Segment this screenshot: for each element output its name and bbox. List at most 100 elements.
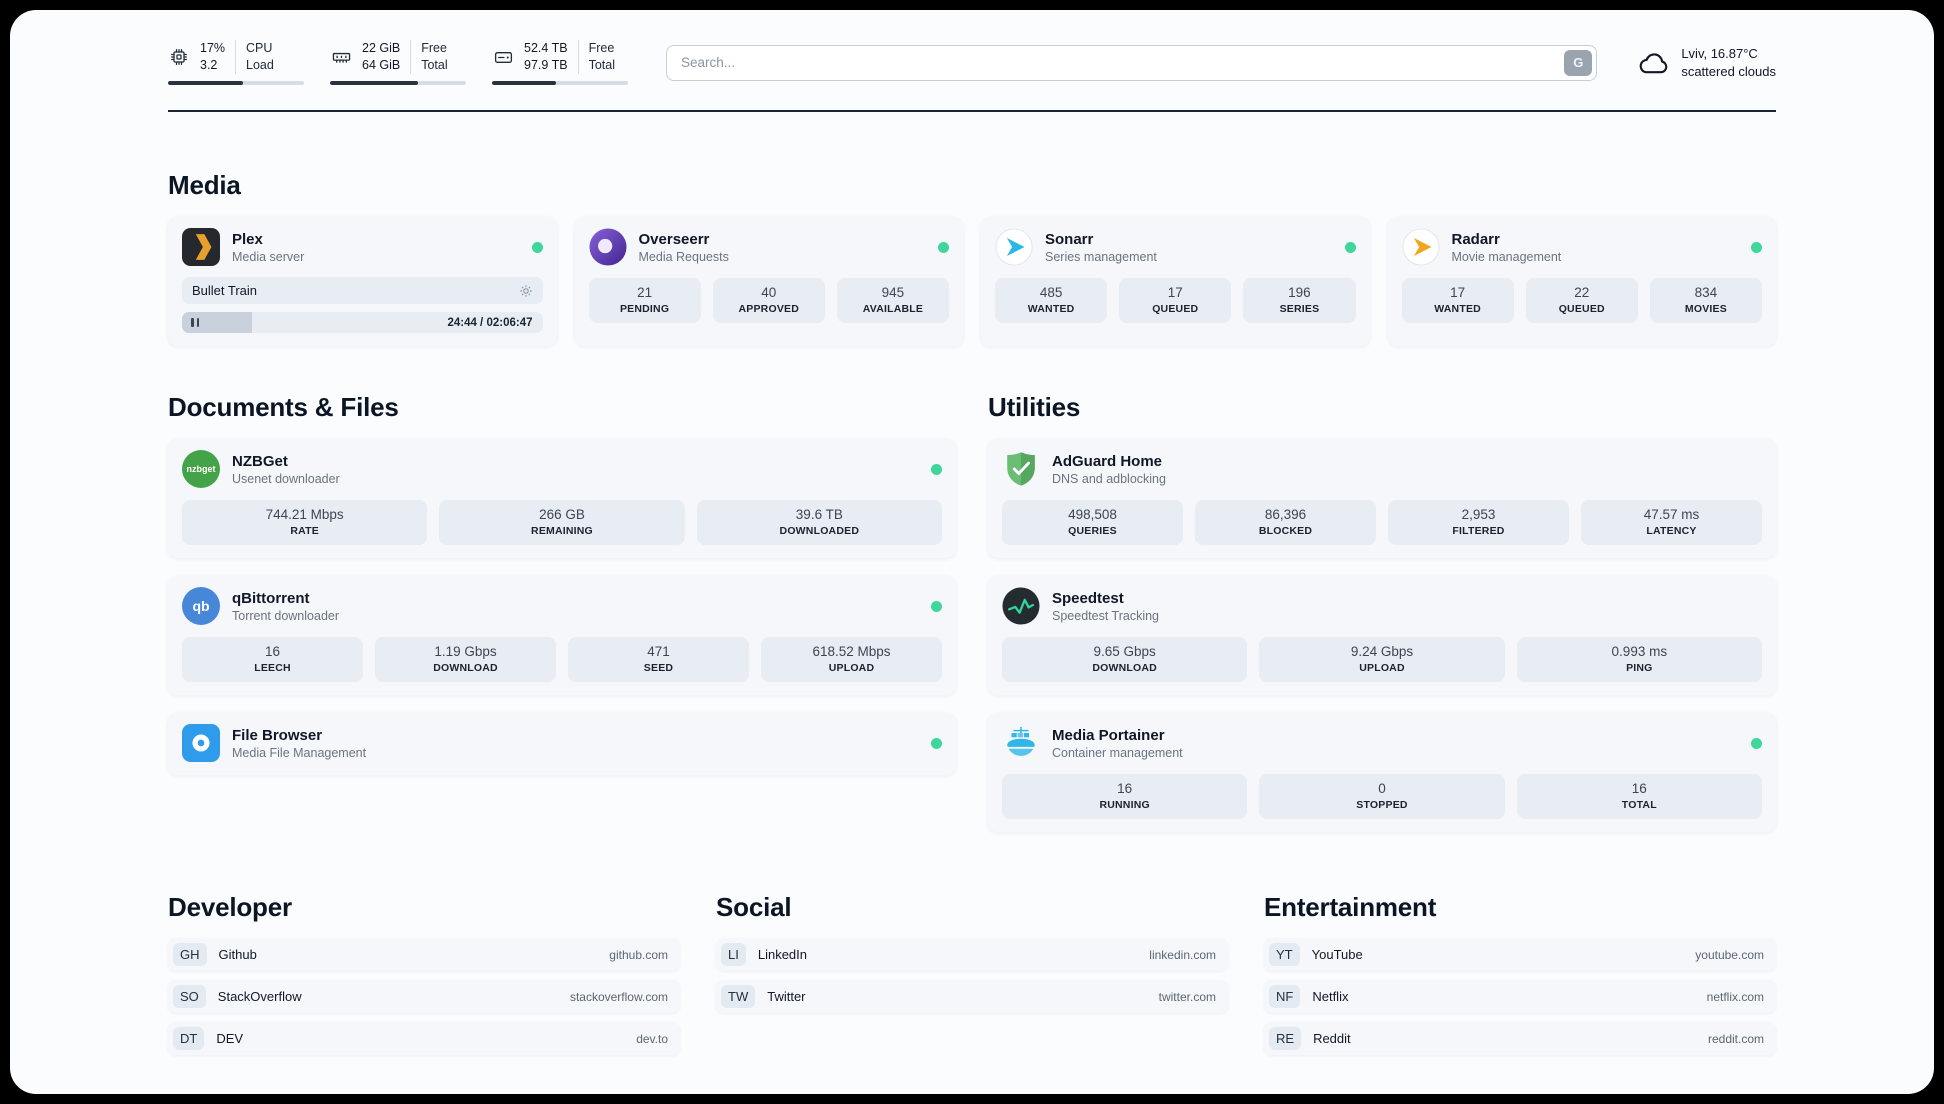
nzbget-card[interactable]: nzbget NZBGet Usenet downloader 744.21 M…: [168, 439, 956, 558]
sonarr-stat-wanted: 485 WANTED: [995, 278, 1108, 323]
bookmark-name: Netflix: [1312, 989, 1349, 1004]
portainer-status-dot: [1751, 737, 1762, 749]
radarr-stat-movies: 834 MOVIES: [1649, 278, 1763, 323]
radarr-card[interactable]: Radarr Movie management 17 WANTED 22 QUE…: [1387, 217, 1776, 346]
nzbget-title: NZBGet: [232, 452, 288, 470]
section-social: Social LI LinkedIn linkedin.com TW Twitt…: [716, 892, 1228, 1055]
cpu-progress-bar: [168, 81, 304, 85]
bookmark-abbr: GH: [173, 943, 207, 966]
nzbget-status-dot: [931, 463, 942, 475]
overseerr-card[interactable]: Overseerr Media Requests 21 PENDING 40 A…: [574, 217, 963, 346]
pause-icon[interactable]: [191, 318, 199, 327]
bookmark-github[interactable]: GH Github github.com: [168, 938, 680, 971]
plex-now-playing-title: Bullet Train: [192, 283, 258, 298]
plex-card[interactable]: Plex Media server Bullet Train: [168, 217, 557, 346]
bookmark-abbr: YT: [1269, 943, 1300, 966]
radarr-icon: [1401, 228, 1440, 266]
section-developer: Developer GH Github github.com SO StackO…: [168, 892, 680, 1055]
cpu-widget: 17% 3.2 CPU Load: [168, 40, 304, 85]
portainer-stat-running: 16 RUNNING: [1002, 774, 1248, 819]
sonarr-subtitle: Series management: [1045, 249, 1157, 264]
adguard-card[interactable]: AdGuard Home DNS and adblocking 498,508 …: [988, 439, 1776, 558]
section-documents: Documents & Files nzbget NZBGet Usenet d…: [168, 392, 956, 832]
filebrowser-card[interactable]: File Browser Media File Management: [168, 713, 956, 775]
overseerr-subtitle: Media Requests: [638, 249, 729, 264]
portainer-title: Media Portainer: [1052, 726, 1165, 744]
qbittorrent-status-dot: [931, 600, 942, 612]
gear-icon[interactable]: [519, 284, 533, 298]
qbittorrent-stat-seed: 471 SEED: [568, 637, 749, 682]
nzbget-subtitle: Usenet downloader: [232, 471, 340, 486]
plex-seek-fill: [182, 312, 253, 333]
developer-heading: Developer: [168, 892, 292, 922]
plex-subtitle: Media server: [232, 249, 305, 264]
qbittorrent-stat-upload: 618.52 Mbps UPLOAD: [761, 637, 942, 682]
speedtest-title: Speedtest: [1052, 589, 1124, 607]
adguard-stat-blocked: 86,396 BLOCKED: [1195, 500, 1376, 545]
plex-seek-bar[interactable]: 24:44 / 02:06:47: [182, 312, 543, 333]
cpu-progress-fill: [168, 81, 243, 85]
plex-now-playing: Bullet Train: [182, 277, 543, 304]
cloud-icon: [1635, 45, 1671, 81]
filebrowser-subtitle: Media File Management: [232, 745, 367, 760]
radarr-stat-queued: 22 QUEUED: [1525, 278, 1638, 323]
bookmark-url: dev.to: [636, 1031, 668, 1046]
disk-label-bottom: Total: [588, 58, 615, 72]
adguard-icon: [1002, 450, 1040, 488]
memory-label-bottom: Total: [421, 58, 448, 72]
bookmark-name: DEV: [216, 1031, 244, 1046]
qbittorrent-title: qBittorrent: [232, 589, 310, 607]
speedtest-stat-upload: 9.24 Gbps UPLOAD: [1259, 637, 1505, 682]
memory-widget: 22 GiB 64 GiB Free Total: [330, 40, 466, 85]
cpu-label-bottom: Load: [246, 58, 274, 72]
adguard-stat-latency: 47.57 ms LATENCY: [1581, 500, 1762, 545]
bookmark-name: YouTube: [1311, 947, 1363, 962]
radarr-subtitle: Movie management: [1451, 249, 1562, 264]
bookmark-stackoverflow[interactable]: SO StackOverflow stackoverflow.com: [168, 980, 680, 1013]
bookmark-dev[interactable]: DT DEV dev.to: [168, 1022, 680, 1055]
plex-title: Plex: [232, 230, 263, 248]
bookmark-name: LinkedIn: [757, 947, 807, 962]
cpu-label-top: CPU: [246, 41, 273, 55]
radarr-stat-wanted: 17 WANTED: [1401, 278, 1514, 323]
speedtest-card[interactable]: Speedtest Speedtest Tracking 9.65 Gbps D…: [988, 576, 1776, 695]
section-entertainment: Entertainment YT YouTube youtube.com NF …: [1264, 892, 1776, 1055]
documents-heading: Documents & Files: [168, 392, 399, 422]
memory-label-top: Free: [421, 41, 447, 55]
adguard-stat-filtered: 2,953 FILTERED: [1388, 500, 1569, 545]
bookmark-abbr: NF: [1269, 985, 1301, 1008]
search-engine-button[interactable]: G: [1564, 49, 1593, 76]
search-bar: G: [666, 44, 1598, 81]
sonarr-card[interactable]: Sonarr Series management 485 WANTED 17 Q…: [981, 217, 1370, 346]
qbittorrent-stat-leech: 16 LEECH: [182, 637, 363, 682]
portainer-card[interactable]: Media Portainer Container management 16 …: [988, 713, 1776, 832]
bookmark-netflix[interactable]: NF Netflix netflix.com: [1264, 980, 1776, 1013]
header-divider: [168, 110, 1776, 112]
bookmark-reddit[interactable]: RE Reddit reddit.com: [1264, 1022, 1776, 1055]
overseerr-title: Overseerr: [638, 230, 710, 248]
section-utilities: Utilities AdGuard Home DNS and adblockin…: [988, 392, 1776, 832]
radarr-status-dot: [1751, 241, 1762, 253]
bookmark-twitter[interactable]: TW Twitter twitter.com: [716, 980, 1228, 1013]
social-heading: Social: [716, 892, 792, 922]
nzbget-stat-downloaded: 39.6 TB DOWNLOADED: [696, 500, 942, 545]
bookmark-linkedin[interactable]: LI LinkedIn linkedin.com: [716, 938, 1228, 971]
qbittorrent-card[interactable]: qb qBittorrent Torrent downloader 16: [168, 576, 956, 695]
bookmark-url: reddit.com: [1707, 1031, 1764, 1046]
sonarr-icon: [995, 228, 1033, 266]
sonarr-stat-series: 196 SERIES: [1243, 278, 1356, 323]
memory-free-value: 22 GiB: [362, 41, 401, 55]
search-input[interactable]: [666, 44, 1598, 81]
bookmark-name: Github: [218, 947, 257, 962]
disk-label-top: Free: [588, 41, 615, 55]
portainer-subtitle: Container management: [1052, 745, 1183, 760]
plex-icon: [182, 228, 220, 266]
media-heading: Media: [168, 170, 241, 200]
portainer-stat-total: 16 TOTAL: [1516, 774, 1762, 819]
memory-progress-bar: [330, 81, 466, 85]
dashboard-page: 17% 3.2 CPU Load: [10, 10, 1934, 1094]
cpu-icon: [168, 46, 190, 68]
overseerr-icon: [588, 228, 627, 266]
bookmark-youtube[interactable]: YT YouTube youtube.com: [1264, 938, 1776, 971]
ram-icon: [330, 46, 352, 68]
